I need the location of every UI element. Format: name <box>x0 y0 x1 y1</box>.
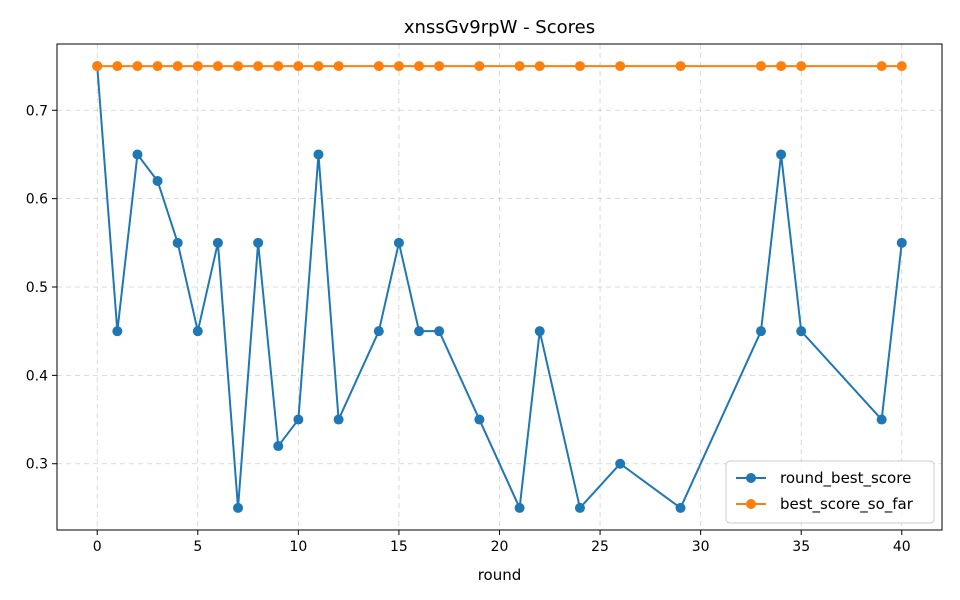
data-point <box>434 326 445 337</box>
data-point <box>333 414 344 425</box>
data-point <box>273 441 284 452</box>
data-point <box>615 61 626 72</box>
x-tick-label: 25 <box>591 539 609 555</box>
data-point <box>152 61 163 72</box>
data-point <box>876 414 887 425</box>
legend-entry: best_score_so_far <box>736 495 914 514</box>
y-tick-label: 0.6 <box>26 192 48 208</box>
data-point <box>514 502 525 513</box>
data-point <box>212 61 223 72</box>
data-point <box>152 175 163 186</box>
data-point <box>233 502 244 513</box>
data-point <box>333 61 344 72</box>
x-tick-label: 40 <box>893 539 911 555</box>
data-point <box>373 61 384 72</box>
x-tick-label: 10 <box>289 539 307 555</box>
data-point <box>796 326 807 337</box>
legend-label: round_best_score <box>780 469 911 488</box>
data-point <box>675 61 686 72</box>
data-point <box>474 414 485 425</box>
data-point <box>776 149 787 160</box>
legend-marker <box>746 473 756 483</box>
data-point <box>534 326 545 337</box>
data-point <box>112 326 123 337</box>
data-point <box>293 414 304 425</box>
data-point <box>313 149 324 160</box>
axis-ticks: 0 5 10 15 20 25 30 35 40 0.3 0.4 0.5 0.6 0.7 <box>26 103 911 555</box>
data-point <box>192 326 203 337</box>
data-point <box>615 458 626 469</box>
data-point <box>675 502 686 513</box>
data-point <box>414 61 425 72</box>
data-point <box>534 61 545 72</box>
data-point <box>414 326 425 337</box>
x-tick-label: 0 <box>93 539 102 555</box>
data-point <box>172 237 183 248</box>
data-point <box>574 61 585 72</box>
data-point <box>92 61 103 72</box>
legend-entry: round_best_score <box>736 469 911 488</box>
y-tick-label: 0.7 <box>26 103 48 119</box>
y-tick-label: 0.3 <box>26 457 48 473</box>
data-point <box>233 61 244 72</box>
chart-title: xnssGv9rpW - Scores <box>404 17 595 38</box>
data-point <box>253 237 264 248</box>
y-tick-label: 0.4 <box>26 368 48 384</box>
legend-label: best_score_so_far <box>780 495 914 514</box>
data-point <box>796 61 807 72</box>
x-tick-label: 30 <box>692 539 710 555</box>
data-point <box>273 61 284 72</box>
legend-box <box>725 460 935 524</box>
data-point <box>212 237 223 248</box>
series-line <box>96 66 903 509</box>
x-tick-label: 20 <box>491 539 509 555</box>
data-point <box>172 61 183 72</box>
data-point <box>112 61 123 72</box>
data-point <box>755 326 766 337</box>
data-point <box>373 326 384 337</box>
data-point <box>192 61 203 72</box>
legend: round_best_score best_score_so_far <box>725 460 935 524</box>
data-point <box>474 61 485 72</box>
data-point <box>132 61 143 72</box>
data-point <box>313 61 324 72</box>
data-point <box>896 61 907 72</box>
legend-marker <box>746 499 756 509</box>
x-axis-label: round <box>478 566 522 584</box>
y-tick-label: 0.5 <box>26 280 48 296</box>
data-point <box>393 61 404 72</box>
x-tick-label: 15 <box>390 539 408 555</box>
x-tick-label: 5 <box>193 539 202 555</box>
x-tick-label: 35 <box>792 539 810 555</box>
data-point <box>896 237 907 248</box>
data-point <box>776 61 787 72</box>
grid <box>57 44 942 530</box>
data-point <box>253 61 264 72</box>
series-best_score_so_far <box>92 61 907 72</box>
series <box>92 61 907 513</box>
data-point <box>293 61 304 72</box>
data-point <box>514 61 525 72</box>
data-point <box>755 61 766 72</box>
data-point <box>132 149 143 160</box>
data-point <box>434 61 445 72</box>
data-point <box>393 237 404 248</box>
data-point <box>876 61 887 72</box>
data-point <box>574 502 585 513</box>
